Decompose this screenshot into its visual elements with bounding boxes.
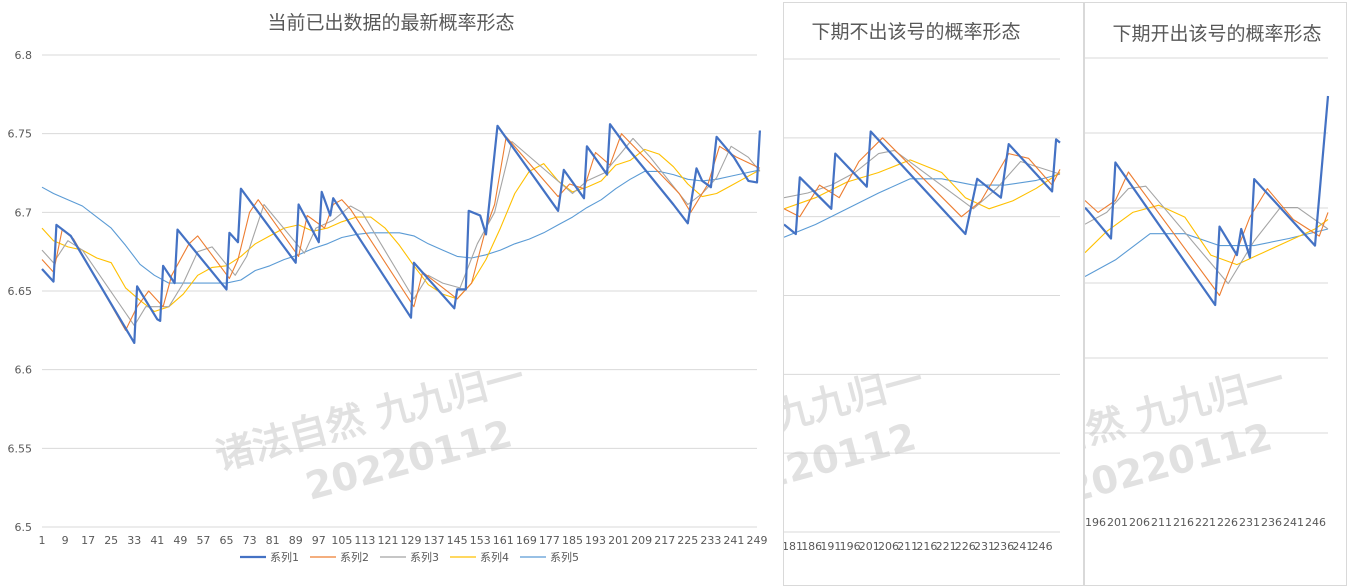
y-tick-label: 6.75 xyxy=(8,128,33,141)
chart-current-svg: 6.5 6.55 6.6 6.65 6.7 6.75 6.8 1 9 17 25 33 41 49 57 65… xyxy=(8,12,768,564)
x-tick-label: 201 xyxy=(608,534,629,547)
series-line-2 xyxy=(41,133,761,331)
x-tick-label: 217 xyxy=(654,534,675,547)
x-tick-label: 246 xyxy=(1305,516,1326,529)
x-tick-label: 137 xyxy=(424,534,445,547)
legend-label-1: 系列1 xyxy=(270,550,299,564)
x-tick-label: 196 xyxy=(840,540,861,553)
x-tick-label: 113 xyxy=(354,534,375,547)
y-tick-label: 6.5 xyxy=(15,521,33,534)
x-tick-label: 153 xyxy=(470,534,491,547)
series-line-5 xyxy=(784,173,1061,238)
x-tick-label: 231 xyxy=(1239,516,1260,529)
y-tick-label: 6.7 xyxy=(15,206,33,219)
x-tick-label: 211 xyxy=(897,540,918,553)
x-tick-label: 1 xyxy=(39,534,46,547)
series-line-5 xyxy=(41,169,761,284)
x-tick-label: 211 xyxy=(1151,516,1172,529)
chart-next-yes-svg: 196 201 206 211 216 221 226 231 236 241 246 下期开出该号的… xyxy=(1085,23,1330,529)
x-tick-label: 226 xyxy=(1217,516,1238,529)
x-tick-label: 249 xyxy=(747,534,768,547)
x-tick-label: 177 xyxy=(539,534,560,547)
x-tick-label: 225 xyxy=(677,534,698,547)
x-tick-label: 41 xyxy=(150,534,164,547)
x-tick-label: 201 xyxy=(1107,516,1128,529)
chart-title: 下期开出该号的概率形态 xyxy=(1112,23,1321,45)
y-tick-label: 6.8 xyxy=(15,49,33,62)
series-line-3 xyxy=(784,149,1061,210)
chart-panel-current: 6.5 6.55 6.6 6.65 6.7 6.75 6.8 1 9 17 25 33 41 49 57 65… xyxy=(7,12,768,564)
series-line-1 xyxy=(1085,95,1330,307)
x-tick-label: 57 xyxy=(196,534,210,547)
chart-panel-next-yes: 196 201 206 211 216 221 226 231 236 241 246 下期开出该号的… xyxy=(1084,2,1347,586)
x-tick-label: 236 xyxy=(993,540,1014,553)
series-line-3 xyxy=(1085,185,1329,285)
x-tick-label: 221 xyxy=(936,540,957,553)
x-tick-label: 241 xyxy=(1012,540,1033,553)
x-tick-label: 226 xyxy=(955,540,976,553)
x-tick-label: 9 xyxy=(62,534,69,547)
x-tick-label: 186 xyxy=(801,540,822,553)
x-tick-label: 73 xyxy=(243,534,257,547)
chart-title: 下期不出该号的概率形态 xyxy=(811,21,1020,43)
legend-label-3: 系列3 xyxy=(410,550,439,564)
x-tick-label: 25 xyxy=(104,534,118,547)
x-tick-label: 185 xyxy=(562,534,583,547)
chart-title: 当前已出数据的最新概率形态 xyxy=(267,12,514,34)
x-tick-label: 221 xyxy=(1195,516,1216,529)
series-line-2 xyxy=(1085,171,1329,297)
x-tick-label: 206 xyxy=(1129,516,1150,529)
x-tick-label: 191 xyxy=(820,540,841,553)
chart-next-no-svg: 1811861911962012062112162212262312362412… xyxy=(784,21,1061,553)
x-tick-label: 17 xyxy=(81,534,95,547)
series-line-3 xyxy=(41,137,761,327)
x-tick-label: 236 xyxy=(1261,516,1282,529)
x-tick-label: 216 xyxy=(1173,516,1194,529)
x-tick-label: 121 xyxy=(377,534,398,547)
x-tick-label: 65 xyxy=(220,534,234,547)
chart-panel-next-no: 181 186 191 196 201 206 211 216 221 226 231 236 241 2… xyxy=(783,2,1084,586)
x-tick-label: 246 xyxy=(1032,540,1053,553)
legend-label-2: 系列2 xyxy=(340,550,369,564)
series-line-1 xyxy=(784,130,1061,236)
x-tick-label: 105 xyxy=(331,534,352,547)
x-tick-label: 81 xyxy=(266,534,280,547)
x-tick-label: 209 xyxy=(631,534,652,547)
x-tick-label: 231 xyxy=(974,540,995,553)
series-line-5 xyxy=(1085,228,1329,277)
y-tick-label: 6.55 xyxy=(8,442,33,455)
x-tick-label: 233 xyxy=(700,534,721,547)
x-tick-label: 196 xyxy=(1085,516,1106,529)
series-line-4 xyxy=(784,159,1061,210)
series-line-4 xyxy=(1085,204,1329,266)
series-line-2 xyxy=(784,137,1061,218)
x-tick-label: 89 xyxy=(289,534,303,547)
y-tick-label: 6.65 xyxy=(8,285,33,298)
legend-label-5: 系列5 xyxy=(550,550,579,564)
x-tick-label: 206 xyxy=(878,540,899,553)
x-tick-label: 49 xyxy=(173,534,187,547)
x-tick-label: 97 xyxy=(312,534,326,547)
legend-label-4: 系列4 xyxy=(480,550,509,564)
x-tick-label: 129 xyxy=(401,534,422,547)
x-tick-label: 193 xyxy=(585,534,606,547)
series-line-1 xyxy=(41,123,761,344)
x-tick-label: 145 xyxy=(447,534,468,547)
x-tick-label: 216 xyxy=(916,540,937,553)
x-tick-label: 169 xyxy=(516,534,537,547)
x-tick-label: 241 xyxy=(723,534,744,547)
x-tick-label: 201 xyxy=(859,540,880,553)
x-tick-label: 33 xyxy=(127,534,141,547)
x-tick-label: 241 xyxy=(1283,516,1304,529)
x-tick-label: 181 xyxy=(784,540,803,553)
x-tick-label: 161 xyxy=(493,534,514,547)
y-tick-label: 6.6 xyxy=(15,364,33,377)
